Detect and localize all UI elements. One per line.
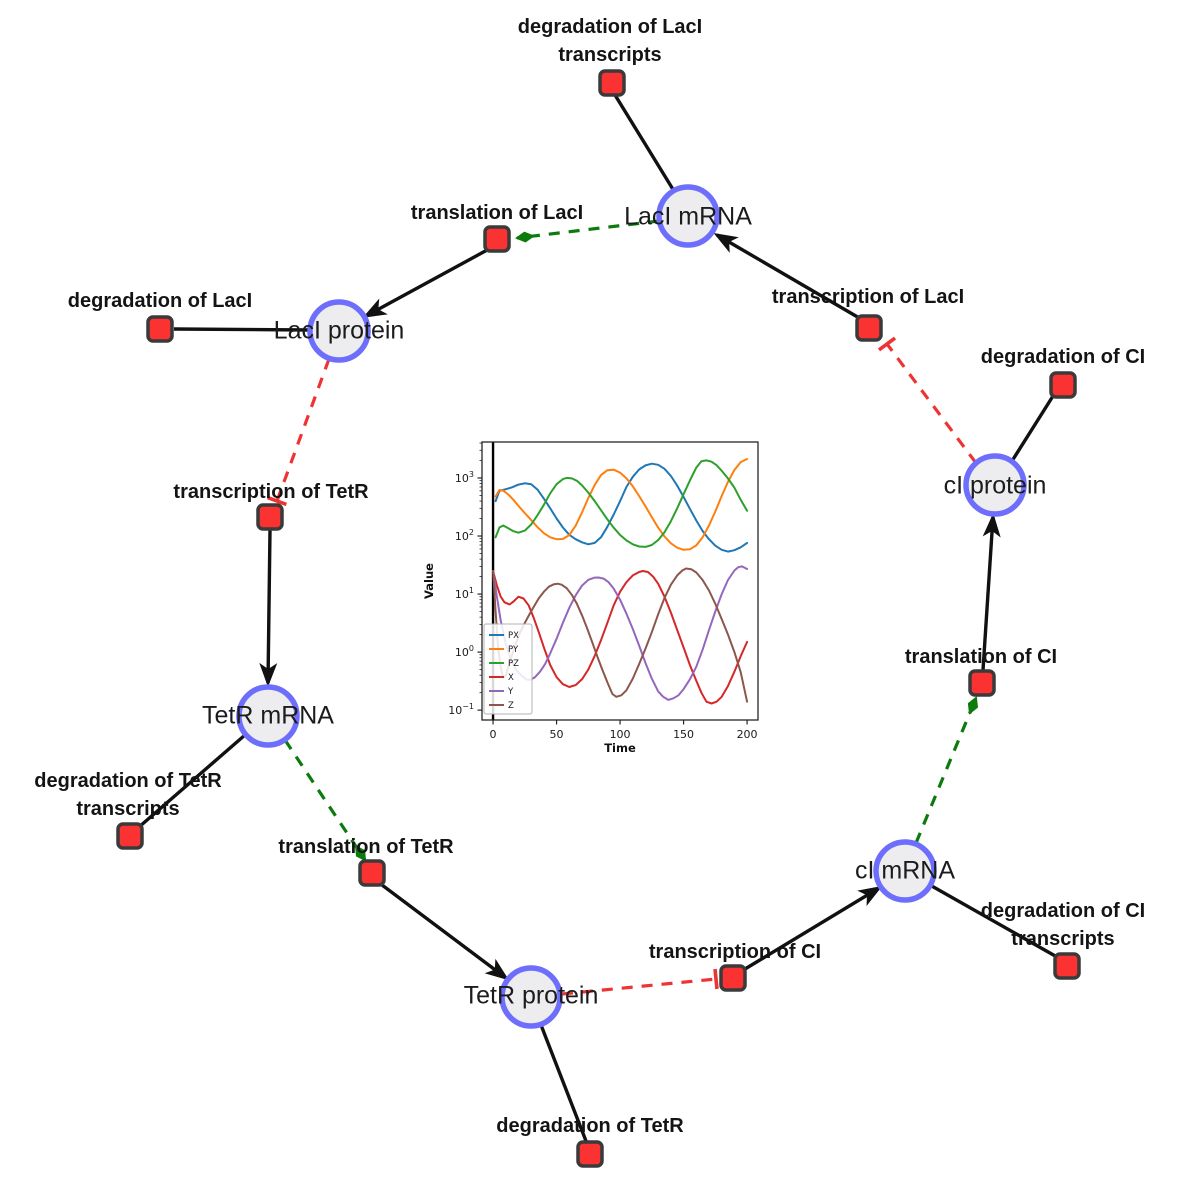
- edge-laci-protein-inhibits-transcription-tetr: [266, 358, 331, 507]
- svg-text:100: 100: [455, 644, 474, 659]
- edge-transcription-ci-to-ci-mrna: [744, 885, 883, 971]
- label-ci-protein: cI protein: [943, 471, 1047, 500]
- svg-text:103: 103: [455, 470, 474, 485]
- reaction-node-transcription-ci: [719, 964, 747, 992]
- reaction-node-translation-ci: [968, 669, 996, 697]
- timecourse-plot: 10−1 100 101 102 103 0 50 100 150 200 Time Value PX P…: [422, 441, 759, 755]
- svg-text:0: 0: [490, 728, 497, 741]
- label-deg-tetr: degradation of TetR: [496, 1115, 684, 1137]
- svg-text:Time: Time: [604, 741, 636, 755]
- edge-translation-laci-to-laci-protein: [362, 247, 490, 318]
- label-laci-protein: LacI protein: [273, 316, 405, 345]
- edge-ci-mrna-activates-translation-ci: [914, 696, 979, 844]
- svg-text:102: 102: [455, 528, 474, 543]
- label-deg-ci: degradation of CI: [980, 346, 1146, 368]
- reaction-node-translation-tetr: [358, 859, 386, 887]
- svg-text:50: 50: [550, 728, 564, 741]
- edge-transcription-laci-to-laci-mrna: [713, 232, 862, 321]
- label-translation-ci: translation of CI: [904, 646, 1058, 668]
- label-tetr-mrna: TetR mRNA: [202, 701, 334, 730]
- edge-laci-mrna-to-deg-laci-transcripts: [613, 94, 676, 192]
- timecourse-inset-chart: 10−1 100 101 102 103 0 50 100 150 200 Time Value PX P…: [420, 428, 770, 763]
- edge-tetr-mrna-to-deg-tetr-transcripts: [137, 733, 247, 829]
- edge-tetr-mrna-activates-translation-tetr: [283, 739, 367, 862]
- svg-text:200: 200: [737, 728, 758, 741]
- label-tetr-protein: TetR protein: [463, 981, 599, 1010]
- species-node-laci-mrna: [656, 184, 720, 248]
- label-deg-laci-transcripts: degradation of LacI transcripts: [517, 16, 703, 66]
- label-translation-tetr: translation of TetR: [278, 836, 454, 858]
- species-node-tetr-mrna: [236, 684, 300, 748]
- reaction-node-transcription-laci: [855, 314, 883, 342]
- label-transcription-laci: transcription of LacI: [771, 286, 965, 308]
- edge-tetr-protein-to-deg-tetr: [539, 1024, 588, 1142]
- edge-translation-tetr-to-tetr-protein: [380, 883, 510, 981]
- reaction-node-deg-laci: [146, 315, 174, 343]
- reaction-node-translation-laci: [483, 225, 511, 253]
- edge-tetr-protein-inhibits-transcription-ci: [561, 968, 719, 996]
- label-translation-laci: translation of LacI: [410, 202, 584, 224]
- label-deg-ci-transcripts: degradation of CI transcripts: [980, 900, 1146, 950]
- label-deg-tetr-transcripts: degradation of TetR transcripts: [34, 770, 222, 820]
- species-node-ci-mrna: [873, 839, 937, 903]
- svg-text:Z: Z: [508, 701, 514, 711]
- svg-text:101: 101: [455, 586, 474, 601]
- edge-translation-ci-to-ci-protein: [981, 513, 1001, 671]
- svg-text:Y: Y: [507, 687, 514, 697]
- label-ci-mrna: cI mRNA: [855, 856, 955, 885]
- reaction-node-deg-ci-transcripts: [1053, 952, 1081, 980]
- reaction-node-deg-tetr-transcripts: [116, 822, 144, 850]
- svg-text:X: X: [508, 673, 514, 683]
- svg-text:PX: PX: [508, 631, 519, 641]
- svg-text:PY: PY: [508, 645, 519, 655]
- label-laci-mrna: LacI mRNA: [624, 202, 752, 231]
- edge-laci-mrna-activates-translation-laci: [515, 219, 660, 243]
- label-transcription-ci: transcription of CI: [648, 941, 822, 963]
- edge-ci-mrna-to-deg-ci-transcripts: [929, 883, 1058, 959]
- svg-text:100: 100: [610, 728, 631, 741]
- edge-laci-protein-to-deg-laci: [173, 327, 311, 332]
- reaction-node-deg-laci-transcripts: [598, 69, 626, 97]
- reaction-node-transcription-tetr: [256, 503, 284, 531]
- label-deg-laci: degradation of LacI: [67, 290, 253, 312]
- label-transcription-tetr: transcription of TetR: [173, 481, 369, 503]
- species-node-tetr-protein: [499, 965, 563, 1029]
- svg-text:Value: Value: [422, 563, 436, 599]
- edge-ci-protein-to-deg-ci: [1010, 395, 1055, 462]
- svg-text:PZ: PZ: [508, 659, 519, 669]
- species-node-laci-protein: [307, 299, 371, 363]
- edge-transcription-tetr-to-tetr-mrna: [259, 529, 278, 687]
- svg-text:10−1: 10−1: [448, 702, 474, 717]
- species-node-ci-protein: [963, 453, 1027, 517]
- reaction-node-deg-tetr: [576, 1140, 604, 1168]
- edge-ci-protein-inhibits-transcription-laci: [877, 336, 978, 464]
- reaction-node-deg-ci: [1049, 371, 1077, 399]
- svg-text:150: 150: [673, 728, 694, 741]
